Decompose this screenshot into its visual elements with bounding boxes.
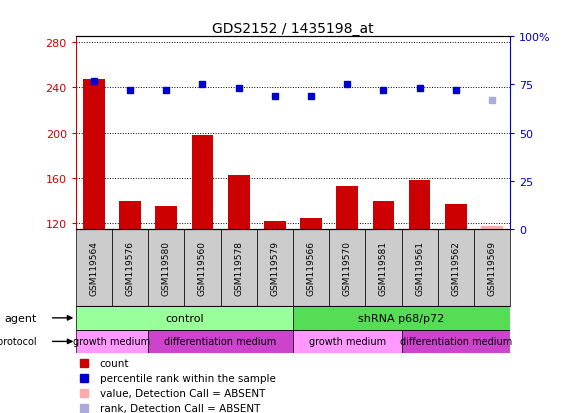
Text: percentile rank within the sample: percentile rank within the sample xyxy=(100,373,276,383)
Bar xyxy=(402,230,438,306)
Text: growth protocol: growth protocol xyxy=(0,337,37,347)
Bar xyxy=(293,230,329,306)
Bar xyxy=(119,201,141,230)
Bar xyxy=(373,201,394,230)
Text: GSM119580: GSM119580 xyxy=(161,240,171,295)
Text: GSM119561: GSM119561 xyxy=(415,240,424,295)
Bar xyxy=(76,306,293,330)
Bar xyxy=(481,226,503,230)
Bar xyxy=(192,135,213,230)
Text: shRNA p68/p72: shRNA p68/p72 xyxy=(359,313,445,323)
Bar xyxy=(112,230,148,306)
Text: growth medium: growth medium xyxy=(73,337,150,347)
Bar xyxy=(76,230,112,306)
Bar xyxy=(293,330,402,354)
Text: GSM119576: GSM119576 xyxy=(125,240,135,295)
Bar xyxy=(409,181,430,230)
Bar xyxy=(402,330,510,354)
Bar xyxy=(228,175,250,230)
Bar xyxy=(336,186,358,230)
Text: GSM119579: GSM119579 xyxy=(271,240,279,295)
Bar xyxy=(264,221,286,230)
Text: growth medium: growth medium xyxy=(308,337,386,347)
Text: count: count xyxy=(100,358,129,368)
Bar xyxy=(366,230,402,306)
Text: GSM119566: GSM119566 xyxy=(307,240,315,295)
Text: GSM119569: GSM119569 xyxy=(487,240,497,295)
Bar xyxy=(184,230,220,306)
Bar xyxy=(300,218,322,230)
Text: differentiation medium: differentiation medium xyxy=(164,337,277,347)
Text: differentiation medium: differentiation medium xyxy=(400,337,512,347)
Text: value, Detection Call = ABSENT: value, Detection Call = ABSENT xyxy=(100,388,265,398)
Bar xyxy=(438,230,474,306)
Bar xyxy=(148,330,293,354)
Text: GSM119581: GSM119581 xyxy=(379,240,388,295)
Bar xyxy=(148,230,184,306)
Bar xyxy=(293,306,510,330)
Text: GSM119560: GSM119560 xyxy=(198,240,207,295)
Text: GSM119570: GSM119570 xyxy=(343,240,352,295)
Bar xyxy=(474,230,510,306)
Bar xyxy=(83,80,105,230)
Bar xyxy=(76,330,148,354)
Bar xyxy=(329,230,366,306)
Text: rank, Detection Call = ABSENT: rank, Detection Call = ABSENT xyxy=(100,403,260,413)
Bar xyxy=(220,230,257,306)
Text: control: control xyxy=(165,313,203,323)
Title: GDS2152 / 1435198_at: GDS2152 / 1435198_at xyxy=(212,22,374,36)
Bar xyxy=(445,204,466,230)
Text: GSM119578: GSM119578 xyxy=(234,240,243,295)
Text: agent: agent xyxy=(4,313,37,323)
Text: GSM119562: GSM119562 xyxy=(451,240,461,295)
Bar xyxy=(156,207,177,230)
Bar xyxy=(257,230,293,306)
Text: GSM119564: GSM119564 xyxy=(89,240,99,295)
